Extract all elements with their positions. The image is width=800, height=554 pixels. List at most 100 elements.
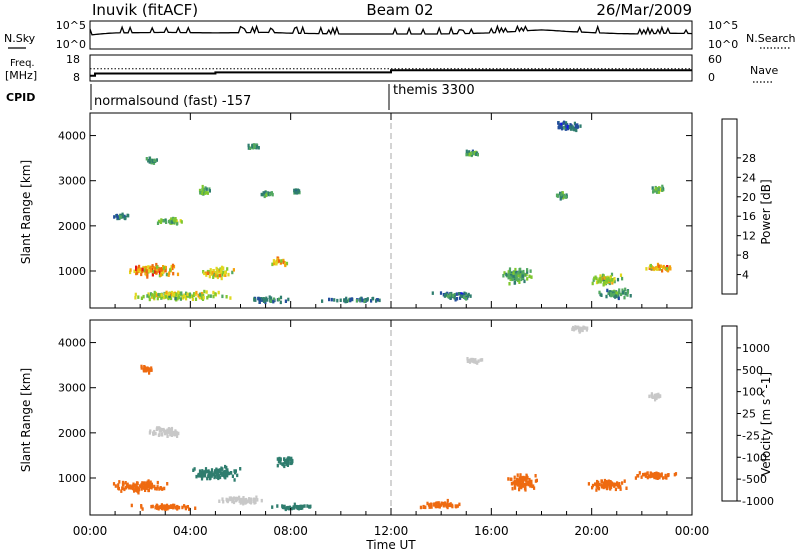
range-cell	[518, 476, 521, 481]
range-cell	[507, 275, 510, 280]
range-cell	[164, 268, 167, 273]
range-cell	[163, 266, 166, 270]
range-cell	[618, 482, 621, 486]
range-cell	[580, 326, 583, 331]
range-cell	[279, 461, 282, 465]
range-cell	[609, 292, 613, 296]
range-cell	[254, 500, 257, 504]
range-cell	[220, 466, 223, 470]
range-cell	[225, 465, 228, 470]
range-cell	[299, 506, 303, 510]
range-cell	[210, 474, 213, 478]
range-cell	[526, 268, 529, 272]
range-cell	[649, 263, 652, 268]
range-cell	[436, 504, 439, 509]
range-cell	[556, 194, 559, 198]
range-cell	[112, 482, 116, 486]
range-cell	[143, 482, 146, 486]
range-cell	[154, 505, 157, 510]
range-cell	[248, 497, 251, 501]
range-cell	[157, 433, 160, 437]
range-cell	[149, 368, 152, 372]
range-cell	[146, 273, 149, 277]
range-cell	[529, 269, 532, 273]
range-cell	[595, 280, 599, 285]
range-cell	[279, 295, 283, 300]
range-cell	[284, 299, 287, 303]
range-cell	[344, 298, 348, 302]
range-cell	[598, 482, 601, 487]
range-cell	[276, 457, 279, 461]
y-tick-label: 3000	[58, 382, 86, 395]
range-cell	[147, 488, 150, 493]
range-cell	[349, 298, 352, 303]
range-cell	[611, 278, 614, 282]
range-cell	[159, 505, 162, 510]
range-cell	[225, 471, 228, 475]
range-cell	[121, 482, 125, 487]
freq-tick-bottom: 8	[73, 71, 80, 84]
range-cell	[579, 124, 582, 128]
range-cell	[193, 467, 196, 471]
range-cell	[513, 281, 516, 285]
x-tick-label: 20:00	[574, 524, 609, 538]
range-cell	[565, 195, 568, 199]
range-cell	[151, 264, 154, 268]
range-cell	[563, 125, 566, 130]
range-cell	[518, 487, 521, 492]
range-cell	[618, 288, 621, 292]
range-cell	[240, 500, 243, 504]
range-cell	[629, 294, 632, 298]
range-cell	[169, 504, 172, 508]
range-cell	[164, 507, 167, 511]
range-cell	[202, 294, 205, 298]
range-cell	[154, 267, 157, 271]
range-cell	[168, 271, 171, 275]
range-cell	[145, 484, 148, 488]
range-cell	[654, 266, 658, 270]
range-cell	[667, 473, 670, 477]
range-cell	[231, 270, 234, 275]
colorbar-tick-label: -500	[742, 473, 767, 486]
range-cell	[282, 258, 285, 263]
range-cell	[446, 501, 449, 506]
range-cell	[507, 270, 510, 274]
range-cell	[194, 297, 198, 301]
range-cell	[124, 481, 127, 485]
range-cell	[582, 326, 585, 330]
range-cell	[271, 505, 274, 509]
range-cell	[130, 503, 133, 508]
range-cell	[481, 358, 484, 362]
range-cell	[224, 469, 227, 474]
range-cell	[152, 270, 155, 274]
range-cell	[178, 295, 181, 300]
nave-tick-top: 60	[708, 53, 722, 66]
range-cell	[231, 499, 234, 504]
range-cell	[295, 190, 298, 195]
range-cell	[517, 271, 520, 275]
range-cell	[607, 280, 610, 284]
range-cell	[623, 479, 626, 483]
range-cell	[232, 268, 235, 272]
range-cell	[454, 298, 457, 302]
range-cell	[147, 294, 151, 299]
range-cell	[160, 218, 163, 222]
range-cell	[655, 393, 658, 397]
range-cell	[526, 475, 529, 480]
range-cell	[148, 160, 151, 164]
range-cell	[145, 368, 148, 372]
range-cell	[231, 474, 234, 478]
range-cell	[444, 292, 447, 297]
range-cell	[135, 265, 138, 270]
range-cell	[298, 189, 301, 193]
range-cell	[455, 292, 458, 296]
range-cell	[269, 299, 273, 303]
range-cell	[229, 497, 232, 502]
range-cell	[135, 267, 138, 271]
range-cell	[287, 297, 290, 302]
range-cell	[134, 487, 137, 492]
range-cell	[157, 219, 161, 224]
range-cell	[146, 480, 149, 484]
range-cell	[180, 291, 183, 295]
range-cell	[296, 506, 299, 510]
